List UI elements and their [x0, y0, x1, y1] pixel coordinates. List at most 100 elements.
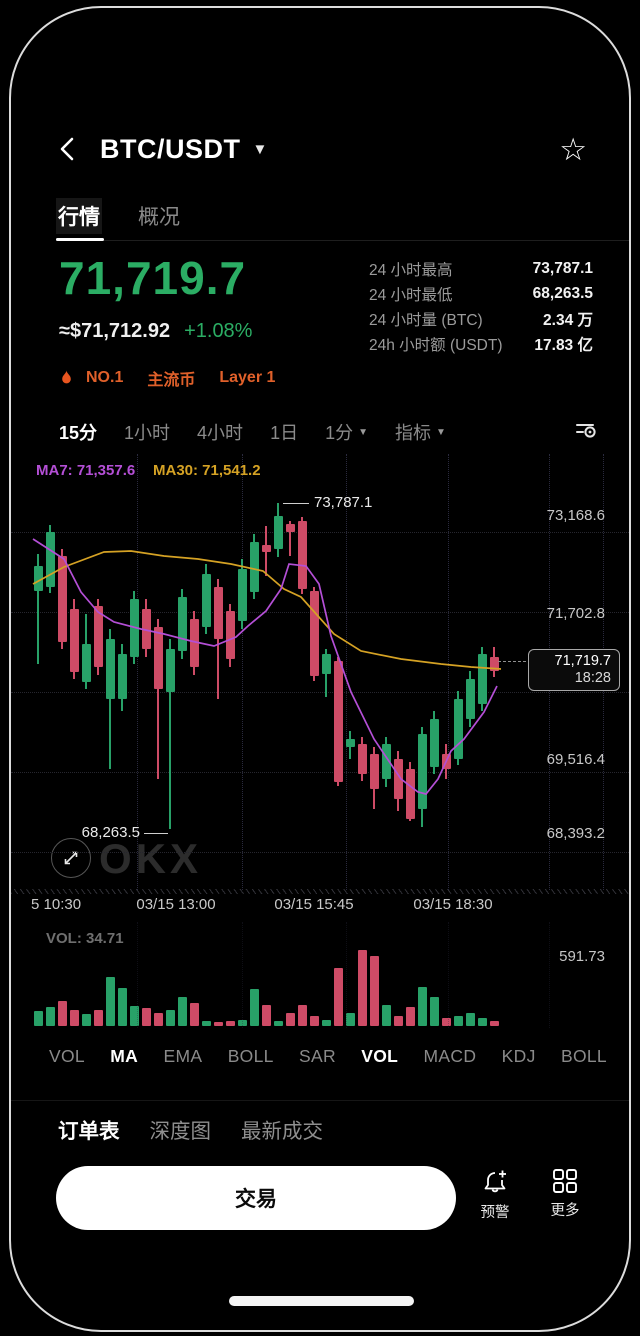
candle-wick-6: [109, 629, 111, 769]
indicator-option-sar-4[interactable]: SAR: [299, 1045, 336, 1066]
timeframe-4小时[interactable]: 4小时: [197, 423, 244, 443]
timeframe-1分[interactable]: 1分 ▼: [325, 423, 368, 443]
last-price-tag-time: 18:28: [574, 670, 611, 686]
indicator-option-vol-5[interactable]: VOL: [361, 1045, 399, 1066]
back-button[interactable]: [56, 136, 82, 162]
stat-label: 24 小时最低: [369, 286, 453, 304]
candle-wick-11: [169, 639, 171, 829]
alert-button[interactable]: 预警: [463, 1168, 527, 1222]
candle-body-38: [489, 657, 499, 671]
volume-bar-28: [369, 955, 379, 1026]
dropdown-caret-icon: ▼: [358, 426, 368, 438]
candle-wick-0: [37, 554, 39, 664]
volume-bar-36: [465, 1013, 475, 1026]
section-divider: [11, 1100, 629, 1101]
candle-wick-21: [289, 521, 291, 556]
okx-watermark: OKX: [99, 835, 203, 882]
indicator-option-ema-2[interactable]: EMA: [163, 1045, 203, 1066]
candle-body-32: [417, 734, 427, 809]
v-gridline-1: [242, 454, 243, 890]
volume-bar-12: [177, 996, 187, 1026]
candle-body-33: [429, 719, 439, 767]
time-axis-label-1: 03/15 13:00: [136, 896, 216, 913]
app-screen: BTC/USDT ▼ ☆ 行情 概况 71,719.7 ≈$71,712.92 +…: [11, 8, 629, 1330]
candle-body-17: [237, 569, 247, 621]
timeframe-15分[interactable]: 15分: [59, 423, 98, 443]
indicator-settings-icon: [576, 423, 596, 438]
volume-bar-10: [153, 1013, 163, 1026]
badge-chip-1[interactable]: 主流币: [147, 372, 196, 389]
y-axis-label-2: 69,516.4: [546, 750, 605, 768]
ma7-line: [32, 538, 498, 795]
candle-wick-10: [157, 619, 159, 779]
candlestick-chart[interactable]: OKX MA7: 71,357.6 MA30: 71,541.2 73,168.6 7…: [11, 454, 629, 894]
low-annotation-line: [144, 833, 168, 834]
timeframe-1小时[interactable]: 1小时: [124, 423, 171, 443]
volume-v-gridline-4: [549, 922, 550, 1028]
volume-v-gridline-3: [448, 922, 449, 1028]
pair-title: BTC/USDT: [100, 133, 241, 164]
timeframe-toolbar: 15分 1小时 4小时 1日 1分 ▼ 指标 ▼: [59, 414, 599, 450]
high-annotation-line: [283, 503, 309, 504]
timeframe-1日[interactable]: 1日: [270, 423, 299, 443]
volume-bar-34: [441, 1017, 451, 1026]
volume-bar-1: [45, 1007, 55, 1026]
alert-label: 预警: [480, 1205, 510, 1221]
volume-bar-13: [189, 1002, 199, 1026]
h-gridline-3: [11, 772, 629, 773]
more-button[interactable]: 更多: [533, 1168, 597, 1220]
volume-bar-22: [297, 1005, 307, 1026]
candle-body-19: [261, 545, 271, 552]
candle-body-9: [141, 609, 151, 649]
trade-button[interactable]: 交易: [56, 1166, 456, 1230]
stat-row-2: 24 小时量 (BTC) 2.34 万: [369, 306, 593, 331]
badge-chip-0[interactable]: NO.1: [86, 369, 124, 386]
stat-value: 2.34 万: [543, 311, 593, 329]
indicator-option-kdj-7[interactable]: KDJ: [501, 1045, 536, 1066]
indicator-option-boll-8[interactable]: BOLL: [561, 1045, 607, 1066]
candle-body-15: [213, 587, 223, 639]
h-gridline-2: [11, 692, 629, 693]
volume-bar-16: [225, 1020, 235, 1026]
indicator-settings-button[interactable]: [573, 420, 599, 445]
indicator-option-boll-3[interactable]: BOLL: [227, 1045, 274, 1066]
ma30-line: [32, 550, 502, 670]
candle-body-1: [45, 532, 55, 587]
candle-body-28: [369, 754, 379, 789]
panel-tab-1[interactable]: 深度图: [149, 1120, 212, 1143]
indicator-option-vol-0[interactable]: VOL: [49, 1045, 85, 1066]
pair-selector-caret-icon[interactable]: ▼: [252, 140, 268, 158]
candle-body-7: [117, 654, 127, 699]
price-subline: ≈$71,712.92 +1.08%: [59, 320, 252, 343]
volume-bar-17: [237, 1019, 247, 1026]
panel-tab-2[interactable]: 最新成交: [241, 1120, 323, 1143]
y-axis-label-1: 71,702.8: [546, 604, 605, 622]
y-axis-label-3: 68,393.2: [546, 825, 605, 843]
indicator-option-macd-6[interactable]: MACD: [423, 1045, 477, 1066]
ma30-label: MA30: 71,541.2: [153, 462, 261, 479]
timeframe-指标[interactable]: 指标 ▼: [395, 423, 446, 443]
volume-bar-24: [321, 1019, 331, 1026]
volume-bar-26: [345, 1013, 355, 1026]
volume-bar-35: [453, 1015, 463, 1026]
volume-bar-0: [33, 1011, 43, 1026]
volume-bar-33: [429, 996, 439, 1026]
panel-tab-0[interactable]: 订单表: [58, 1120, 120, 1143]
candle-body-26: [345, 739, 355, 747]
stat-label: 24h 小时额 (USDT): [369, 336, 503, 354]
indicator-option-ma-1[interactable]: MA: [110, 1045, 139, 1066]
candle-body-31: [405, 769, 415, 819]
home-indicator[interactable]: [229, 1296, 414, 1306]
chevron-left-icon: [60, 137, 74, 161]
volume-bar-29: [381, 1005, 391, 1026]
candle-body-23: [309, 591, 319, 676]
candle-body-0: [33, 566, 43, 591]
candle-wick-15: [217, 579, 219, 699]
badge-chip-2[interactable]: Layer 1: [219, 369, 276, 386]
favorite-star-icon[interactable]: ☆: [559, 131, 587, 167]
candle-body-37: [477, 654, 487, 704]
tab-market[interactable]: 行情: [56, 198, 102, 234]
stat-row-1: 24 小时最低 68,263.5: [369, 281, 593, 306]
tab-overview[interactable]: 概况: [138, 206, 180, 229]
candle-body-11: [165, 649, 175, 692]
